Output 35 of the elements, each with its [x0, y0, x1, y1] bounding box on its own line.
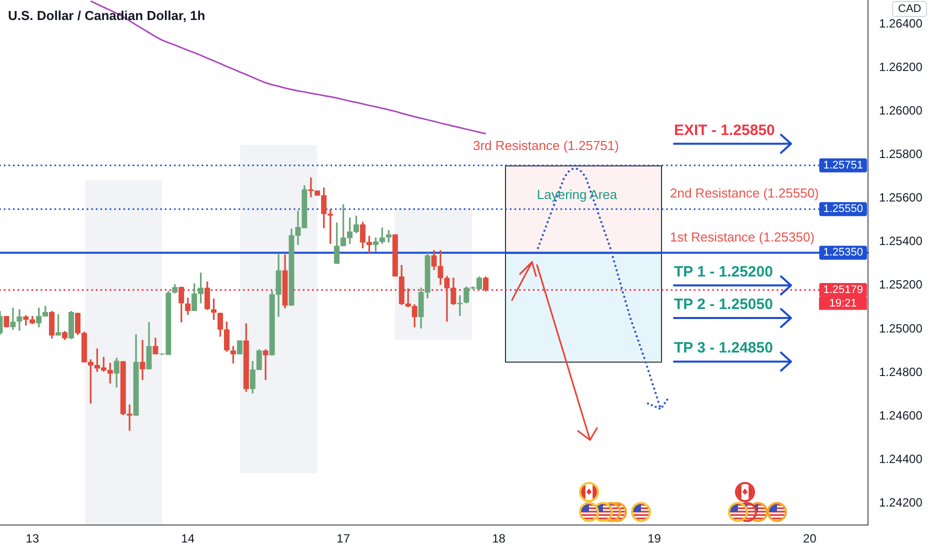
ref-line-label: 1.25550 [823, 203, 863, 216]
y-tick-label: 1.25000 [879, 321, 923, 336]
x-tick-label: 13 [26, 532, 40, 546]
ref-line-label: 1.25179 [823, 284, 863, 296]
annotation: TP 2 - 1.25050 [674, 296, 773, 314]
ref-line-label: 1.25751 [823, 159, 863, 172]
band-label: Layering Area [536, 186, 618, 202]
y-tick-label: 1.26000 [879, 103, 923, 118]
y-tick-label: 1.24400 [879, 452, 923, 466]
y-tick-label: 1.25200 [879, 278, 923, 292]
annotation: TP 1 - 1.25200 [674, 264, 773, 281]
annotation: 3rd Resistance (1.25751) [473, 138, 619, 153]
y-tick-label: 1.25600 [879, 190, 923, 205]
annotation: TP 3 - 1.24850 [674, 340, 773, 357]
y-axis-title: CAD [892, 1, 928, 17]
candlestick [140, 340, 146, 380]
y-tick-label: 1.24200 [879, 496, 923, 510]
annotation: 2nd Resistance (1.25550) [670, 186, 819, 201]
y-tick-label: 1.25800 [879, 146, 923, 161]
x-tick-label: 18 [492, 532, 506, 546]
candlestick [444, 276, 450, 322]
y-tick-label: 1.24800 [879, 364, 923, 379]
y-tick-label: 1.26200 [879, 60, 923, 74]
candlestick [16, 309, 22, 331]
x-tick-label: 17 [336, 532, 350, 546]
x-tick-label: 20 [803, 532, 817, 546]
ref-line-label: 1.25350 [823, 246, 863, 259]
annotation: 1st Resistance (1.25350) [670, 229, 815, 244]
annotation: EXIT - 1.25850 [674, 122, 775, 140]
y-tick-label: 1.25400 [879, 234, 923, 248]
annotation: 19:21 [829, 297, 857, 310]
x-tick-label: 19 [648, 532, 662, 546]
y-tick-label: 1.24600 [879, 408, 923, 422]
y-tick-label: 1.26400 [879, 16, 923, 30]
x-tick-label: 14 [181, 532, 195, 546]
